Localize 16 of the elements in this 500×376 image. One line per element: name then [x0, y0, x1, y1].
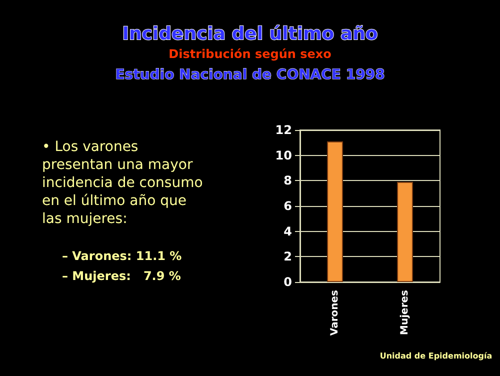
y-tick-label: 0 [284, 275, 292, 289]
y-tick-label: 4 [284, 224, 292, 238]
y-tick-label: 10 [275, 148, 292, 162]
text: – Varones: 11.1 % [62, 249, 182, 263]
text: • Los varones presentan una mayor incidencia de consumo en el último año que las mujeres: [42, 139, 208, 227]
y-tick-label: 2 [284, 250, 292, 264]
text: Unidad de Epidemiología [380, 352, 492, 360]
text: – Mujeres: 7.9 % [62, 269, 181, 283]
y-tick-label: 8 [284, 174, 292, 188]
text: Estudio Nacional de CONACE 1998 [115, 67, 385, 83]
chart-title: Incidencia del último año [122, 24, 378, 44]
y-tick-label: 6 [284, 199, 292, 213]
chart-subtitle: Distribución según sexo [168, 47, 332, 61]
y-tick-label: 12 [275, 123, 292, 137]
x-tick-label: Varones [330, 290, 340, 336]
x-tick-label: Mujeres [400, 290, 410, 335]
